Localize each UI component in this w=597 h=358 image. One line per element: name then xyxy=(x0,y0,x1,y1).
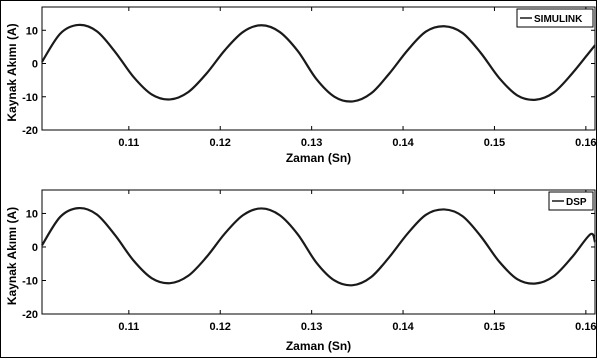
y-tick-label: 10 xyxy=(26,25,38,37)
y-tick-label: -10 xyxy=(22,92,38,104)
x-tick-label: 0.15 xyxy=(484,137,505,149)
x-tick-label: 0.13 xyxy=(301,321,322,333)
x-tick-label: 0.12 xyxy=(210,137,231,149)
x-tick-label: 0.16 xyxy=(575,137,596,149)
y-tick-label: 10 xyxy=(26,208,38,220)
x-tick-label: 0.16 xyxy=(575,321,596,333)
series-line-simulink xyxy=(41,23,596,103)
x-tick-label: 0.13 xyxy=(301,137,322,149)
panels: 0.11 0.12 0.13 0.14 0.15 0.16 10 0 -10 -20 Zaman (… xyxy=(5,6,597,353)
y-tick-label: 0 xyxy=(32,242,38,254)
series-line-dsp xyxy=(41,206,597,287)
x-tick-label: 0.15 xyxy=(484,321,505,333)
y-tick-label: -20 xyxy=(22,309,38,321)
legend-box xyxy=(548,191,594,211)
x-tick-label: 0.14 xyxy=(392,137,414,149)
chart-panel-1: 0.11 0.12 0.13 0.14 0.15 0.16 10 0 -10 -20 Zaman (… xyxy=(5,6,597,165)
x-axis-label: Zaman (Sn) xyxy=(286,151,351,165)
y-axis-label: Kaynak Akımı (A) xyxy=(5,23,19,121)
x-tick-label: 0.14 xyxy=(392,321,414,333)
x-axis-label: Zaman (Sn) xyxy=(286,339,351,353)
y-tick-label: -10 xyxy=(22,275,38,287)
plot-area xyxy=(41,6,596,131)
x-tick-label: 0.12 xyxy=(210,321,231,333)
legend-box xyxy=(516,8,594,28)
y-axis-label: Kaynak Akımı (A) xyxy=(5,207,19,305)
x-tick-label: 0.11 xyxy=(118,137,139,149)
y-tick-label: -20 xyxy=(22,125,38,137)
y-tick-label: 0 xyxy=(32,59,38,71)
legend-label: SIMULINK xyxy=(534,14,583,25)
x-tick-label: 0.11 xyxy=(118,321,139,333)
chart-panel-2: 0.11 0.12 0.13 0.14 0.15 0.16 10 0 -10 -20 Zaman (… xyxy=(5,189,597,353)
plot-area xyxy=(41,189,596,315)
legend-label: DSP xyxy=(566,197,587,208)
